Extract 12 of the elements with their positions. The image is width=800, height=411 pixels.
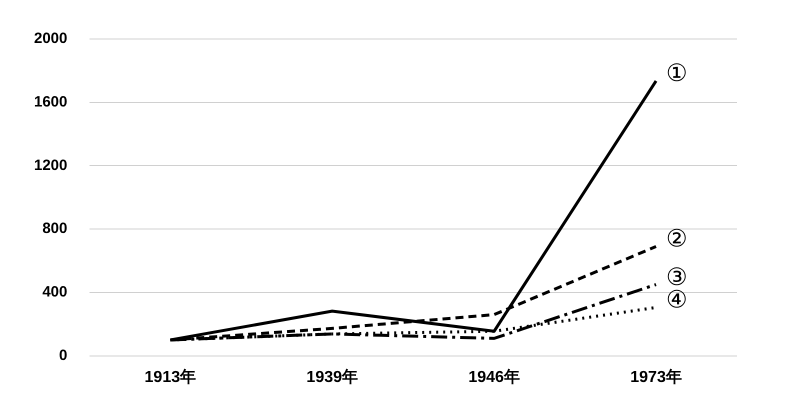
x-tick-label: 1946年: [468, 368, 520, 386]
y-tick-label: 1200: [34, 156, 68, 174]
y-tick-label: 400: [42, 284, 68, 301]
x-tick-label: 1913年: [144, 368, 196, 386]
y-tick-label: 0: [59, 346, 68, 364]
x-tick-label: 1973年: [630, 368, 682, 386]
series-label: ①: [666, 59, 688, 88]
x-tick-label: 1939年: [306, 368, 358, 386]
y-tick-label: 2000: [34, 30, 68, 48]
series-label: ②: [666, 224, 688, 253]
y-tick-label: 1600: [34, 94, 68, 110]
y-tick-label: 800: [42, 220, 68, 238]
